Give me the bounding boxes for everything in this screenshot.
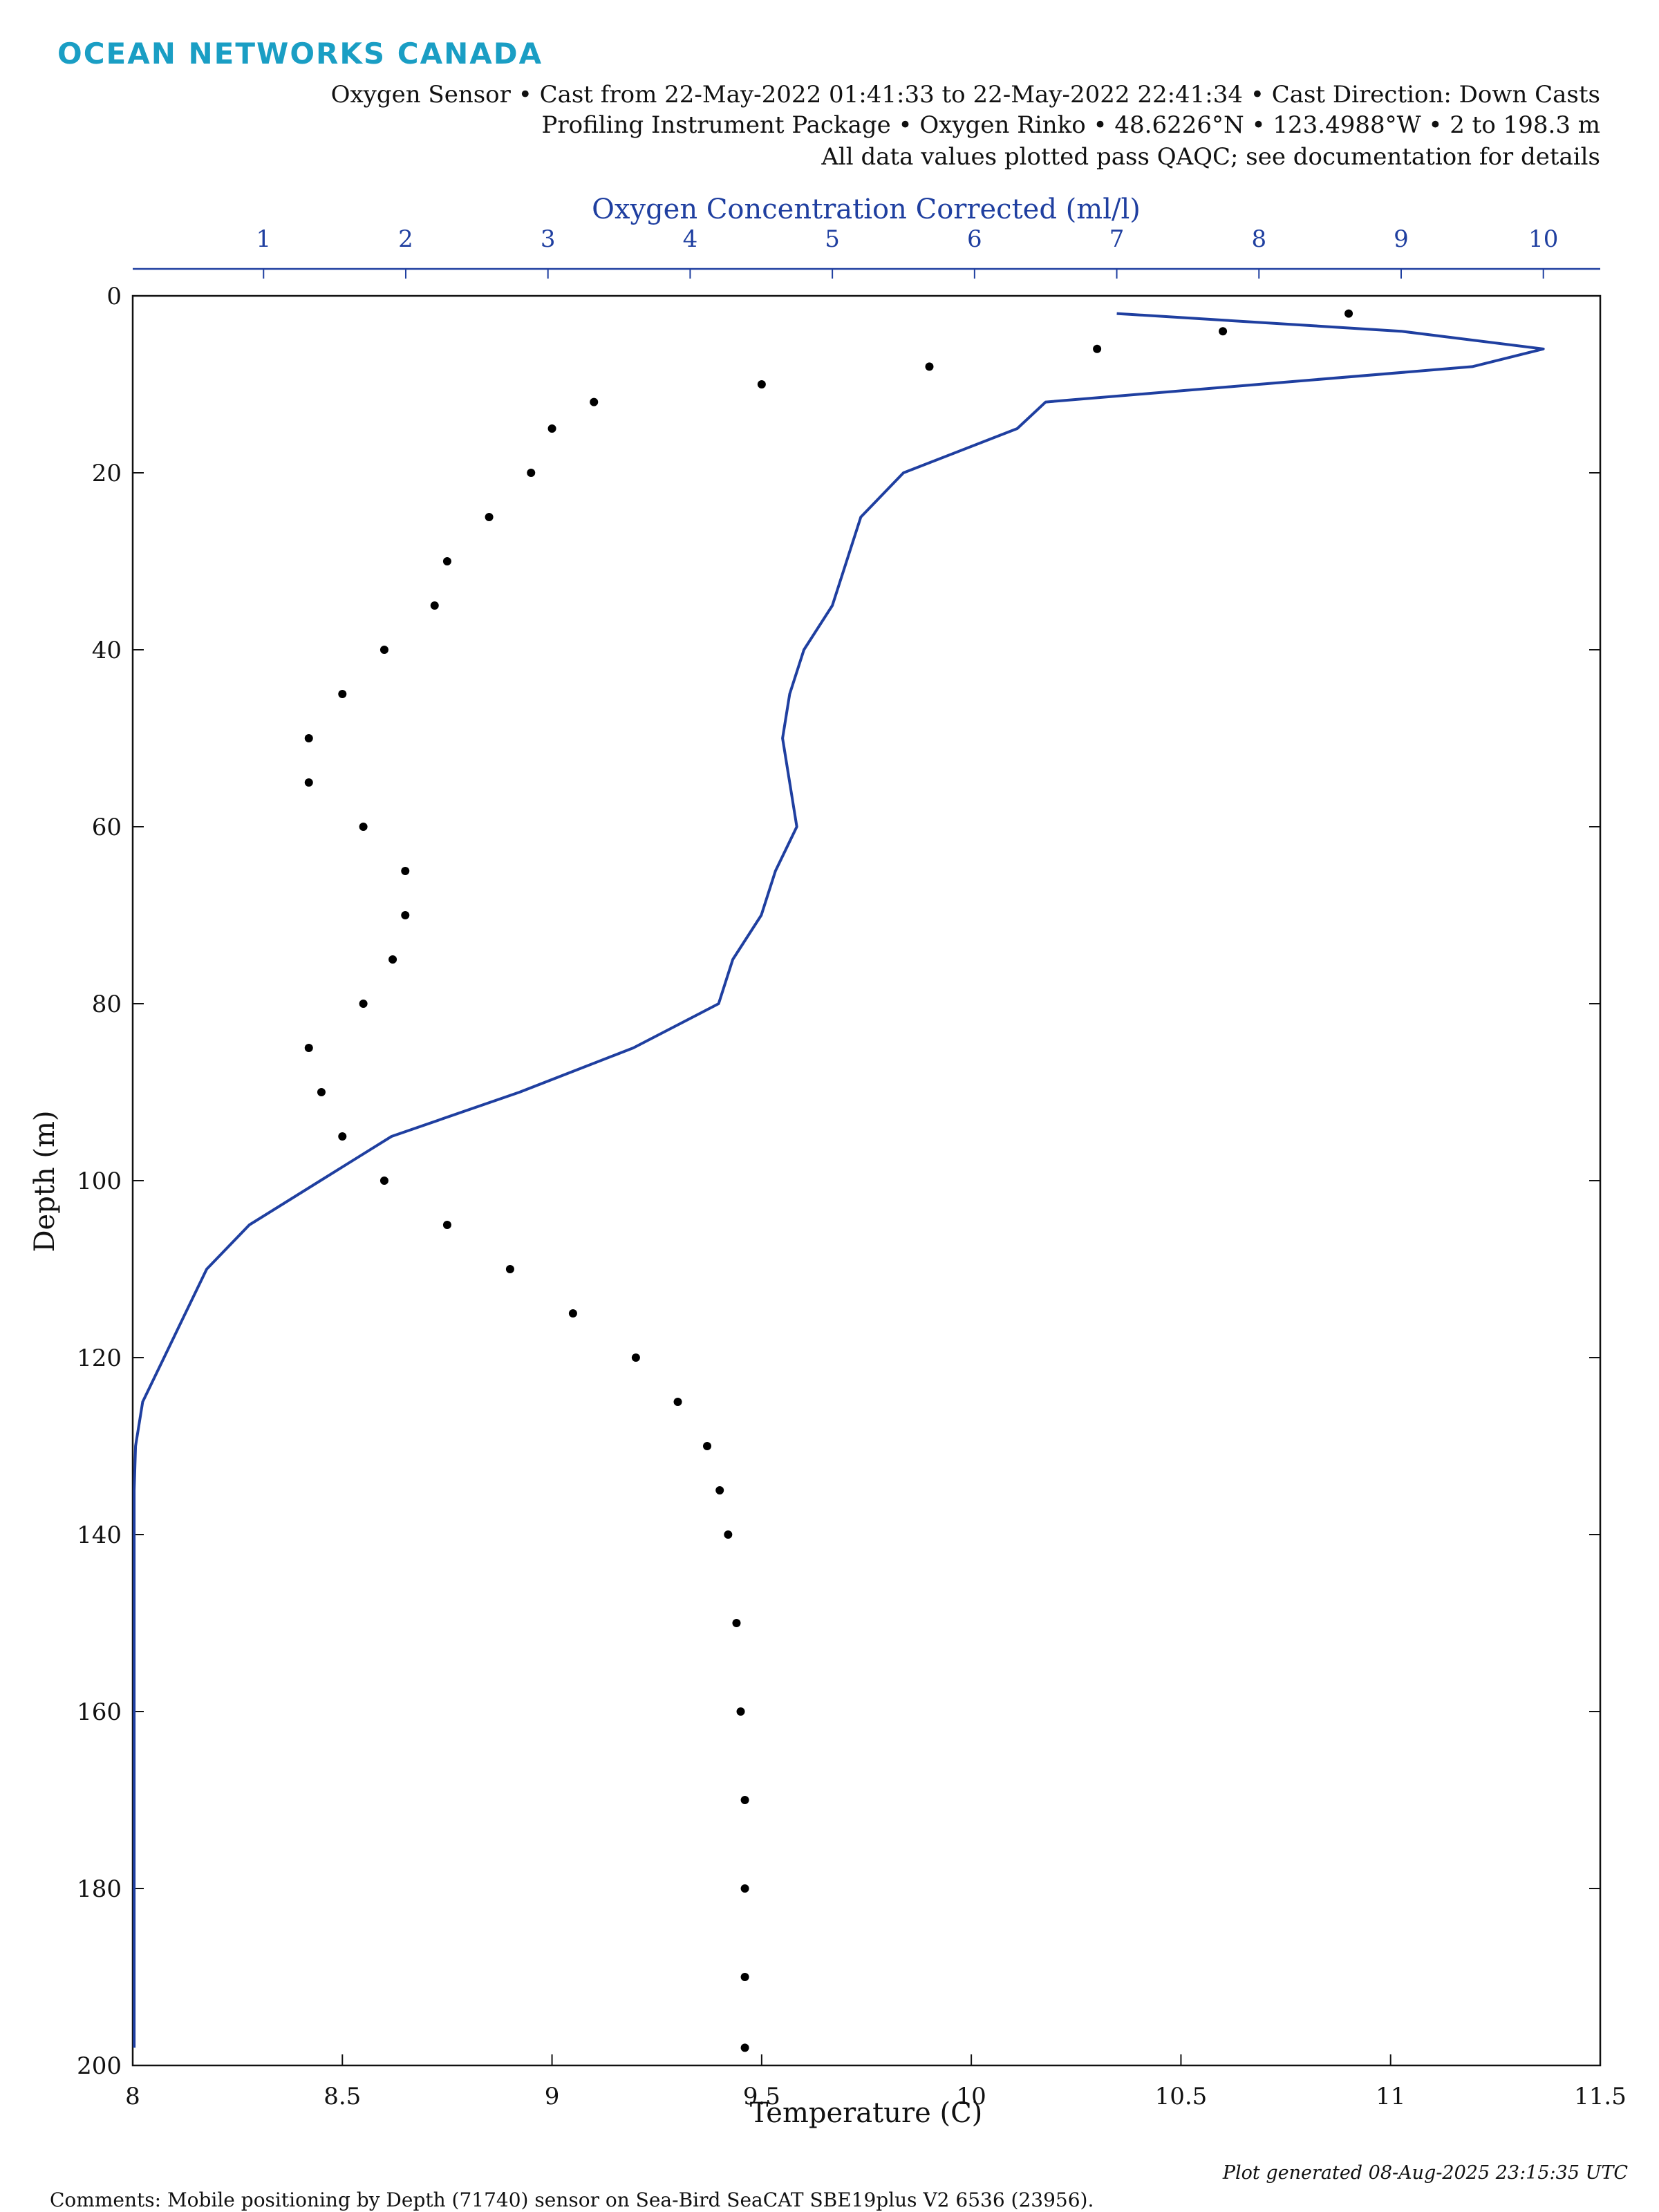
y-tick-label: 160	[77, 1698, 122, 1726]
temperature-point	[379, 1177, 388, 1185]
temperature-point	[673, 1398, 682, 1406]
y-axis-label: Depth (m)	[29, 1110, 61, 1252]
temperature-point	[1219, 327, 1228, 336]
x2-tick-label: 7	[1109, 225, 1125, 253]
temperature-point	[527, 469, 536, 477]
x-tick-label: 8.5	[324, 2083, 361, 2110]
temperature-point	[505, 1265, 514, 1273]
x-tick-label: 10	[957, 2083, 986, 2110]
temperature-point	[379, 646, 388, 654]
temperature-point	[304, 778, 313, 787]
temperature-point	[1093, 344, 1102, 353]
temperature-point	[304, 1044, 313, 1052]
y-tick-label: 200	[77, 2052, 122, 2080]
x-tick-label: 11	[1376, 2083, 1405, 2110]
temperature-point	[338, 690, 347, 698]
y-tick-label: 80	[92, 991, 122, 1018]
oxygen-line	[133, 312, 1545, 2048]
x2-tick-label: 4	[683, 225, 698, 253]
temperature-point	[485, 513, 494, 521]
temperature-point	[724, 1530, 733, 1539]
temperature-point	[736, 1707, 745, 1716]
temperature-point	[304, 734, 313, 742]
x2-tick-label: 9	[1394, 225, 1409, 253]
temperature-point	[401, 911, 410, 919]
x-tick-label: 11.5	[1574, 2083, 1627, 2110]
temperature-point	[401, 867, 410, 875]
comments: Comments: Mobile positioning by Depth (7…	[50, 2188, 1094, 2211]
x-tick-label: 9	[545, 2083, 560, 2110]
header-line: Profiling Instrument Package • Oxygen Ri…	[542, 111, 1601, 139]
temperature-point	[590, 397, 599, 406]
y-tick-label: 100	[77, 1168, 122, 1195]
temperature-point	[388, 955, 397, 964]
temperature-point	[925, 362, 934, 371]
logo: OCEAN NETWORKS CANADA	[57, 37, 543, 71]
temperature-point	[757, 380, 766, 388]
x-tick-label: 8	[125, 2083, 140, 2110]
temperature-point	[740, 1973, 749, 1981]
y-tick-label: 20	[92, 460, 122, 487]
temperature-point	[631, 1353, 640, 1362]
temperature-point	[740, 1884, 749, 1893]
y-tick-label: 0	[106, 283, 122, 310]
y-tick-label: 40	[92, 637, 122, 664]
y-tick-label: 60	[92, 814, 122, 841]
temperature-point	[732, 1619, 741, 1627]
x2-axis-label: Oxygen Concentration Corrected (ml/l)	[592, 194, 1141, 225]
y-tick-label: 140	[77, 1521, 122, 1549]
x2-tick-label: 2	[398, 225, 413, 253]
temperature-point	[547, 424, 556, 433]
plot-generated: Plot generated 08-Aug-2025 23:15:35 UTC	[1222, 2162, 1628, 2184]
temperature-point	[1344, 309, 1353, 318]
temperature-point	[338, 1132, 347, 1141]
x2-tick-label: 5	[825, 225, 840, 253]
temperature-point	[568, 1309, 577, 1318]
x2-tick-label: 3	[541, 225, 556, 253]
temperature-point	[442, 557, 451, 565]
temperature-point	[359, 823, 368, 831]
temperature-point	[740, 1796, 749, 1804]
temperature-point	[430, 601, 439, 610]
temperature-point	[740, 2043, 749, 2052]
x2-tick-label: 6	[967, 225, 982, 253]
temperature-point	[715, 1486, 724, 1494]
x2-tick-label: 8	[1251, 225, 1266, 253]
x2-tick-label: 1	[256, 225, 271, 253]
x-tick-label: 10.5	[1155, 2083, 1208, 2110]
x2-tick-label: 10	[1528, 225, 1558, 253]
x-tick-label: 9.5	[743, 2083, 780, 2110]
temperature-point	[703, 1442, 712, 1450]
header-line: Oxygen Sensor • Cast from 22-May-2022 01…	[331, 81, 1600, 109]
temperature-point	[442, 1221, 451, 1229]
temperature-point	[359, 1000, 368, 1008]
y-tick-label: 120	[77, 1344, 122, 1372]
y-tick-label: 180	[77, 1875, 122, 1903]
x-axis-label: Temperature (C)	[750, 2097, 983, 2129]
header-line: All data values plotted pass QAQC; see d…	[821, 143, 1600, 171]
temperature-point	[317, 1088, 326, 1096]
plot-frame	[131, 294, 1602, 2067]
